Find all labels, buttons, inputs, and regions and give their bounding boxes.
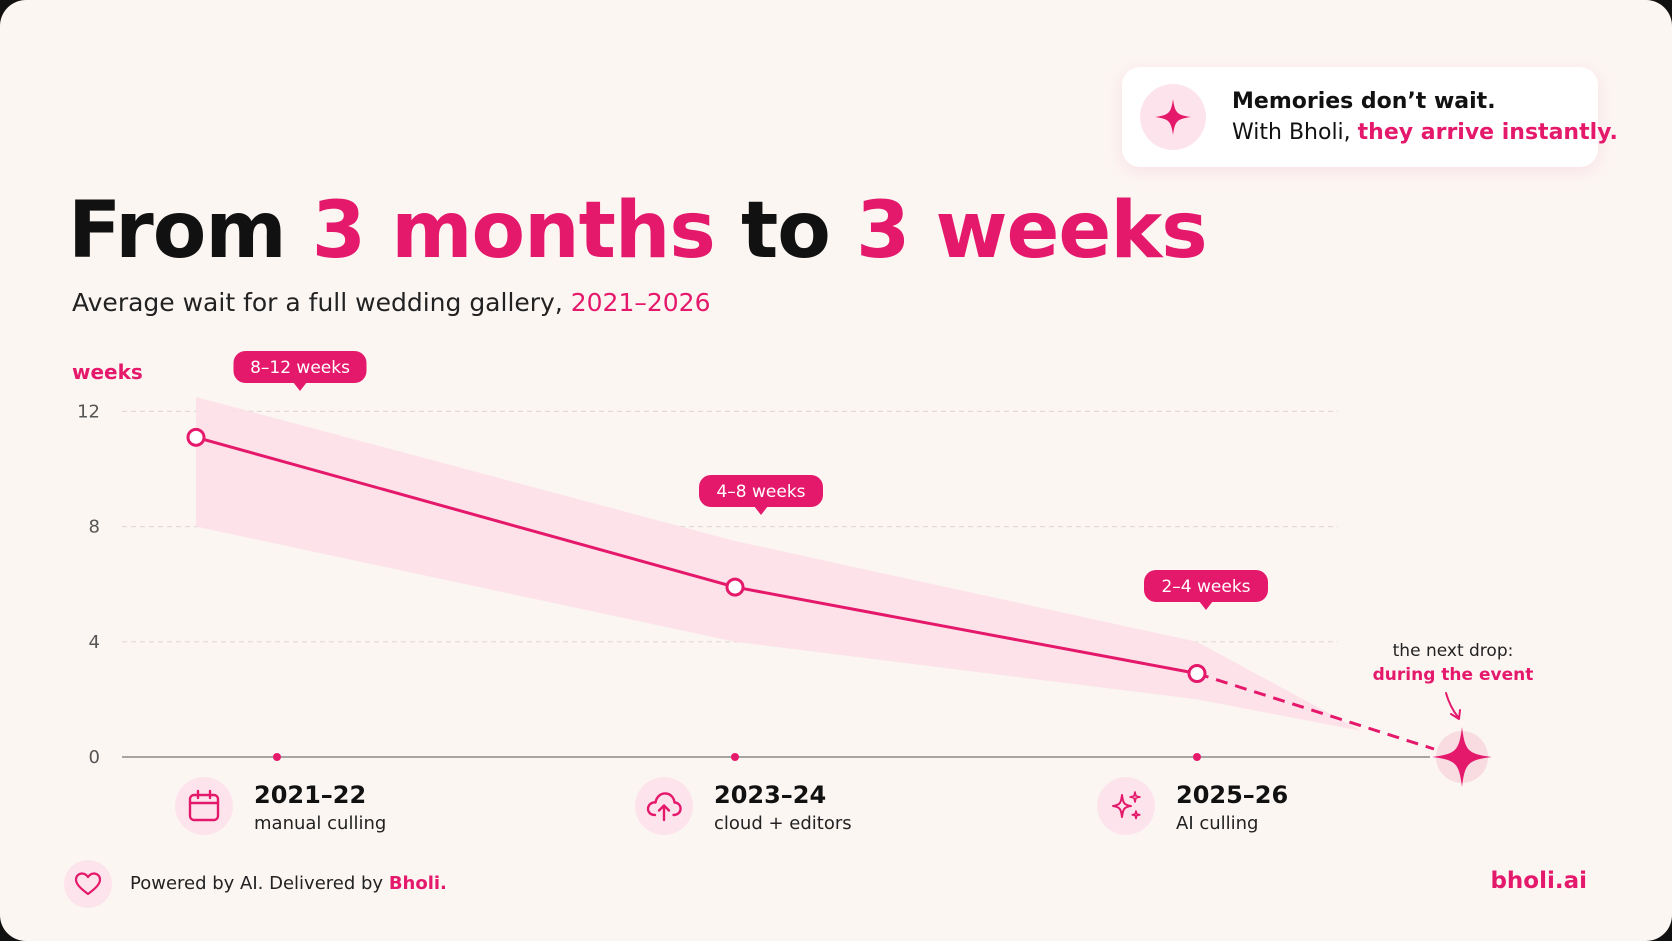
subtitle-text: Average wait for a full wedding gallery, xyxy=(72,288,571,317)
y-tick-label: 0 xyxy=(89,747,100,768)
projection-star xyxy=(1432,727,1492,787)
footer-tagline: Powered by AI. Delivered by Bholi. xyxy=(130,873,447,894)
category-year: 2021–22 xyxy=(254,781,367,809)
heart-badge xyxy=(64,860,112,908)
category-icon-badge xyxy=(635,777,693,835)
cloud-upload-icon xyxy=(646,792,682,822)
data-point xyxy=(1187,663,1207,683)
footer-highlight: Bholi. xyxy=(388,873,447,894)
title-part-1: From xyxy=(68,186,312,276)
title-highlight-1: 3 months xyxy=(311,186,716,276)
projection-arrow xyxy=(1445,692,1459,718)
range-pill-pointer xyxy=(1199,601,1213,610)
range-pill-pointer xyxy=(754,506,768,515)
range-pill xyxy=(699,475,823,507)
projection-label-line-2: during the event xyxy=(1373,665,1534,685)
callout-line-1: Memories don’t wait. xyxy=(1232,89,1496,114)
tagline-callout: Memories don’t wait. With Bholi, they ar… xyxy=(1122,67,1618,167)
x-axis-marker xyxy=(273,753,281,761)
category-icon-badge xyxy=(1097,777,1155,835)
data-point xyxy=(725,577,745,597)
category-detail: manual culling xyxy=(254,813,387,834)
sparkles-icon xyxy=(1112,791,1141,820)
y-tick-label: 12 xyxy=(77,401,100,422)
title-part-2: to xyxy=(714,186,857,276)
range-label: 4–8 weeks xyxy=(716,482,805,502)
projection-label-line-1: the next drop: xyxy=(1393,641,1514,661)
callout-highlight: they arrive instantly. xyxy=(1357,120,1618,145)
range-label: 2–4 weeks xyxy=(1161,577,1250,597)
callout-prefix: With Bholi, xyxy=(1232,120,1358,145)
footer-text: Powered by AI. Delivered by xyxy=(130,873,389,894)
subtitle-highlight: 2021–2026 xyxy=(570,288,711,317)
range-label: 8–12 weeks xyxy=(250,358,350,378)
x-axis-marker xyxy=(731,753,739,761)
range-pill xyxy=(1144,570,1268,602)
title-highlight-2: 3 weeks xyxy=(856,186,1208,276)
x-axis-marker xyxy=(1193,753,1201,761)
category-year: 2025–26 xyxy=(1176,781,1289,809)
projection-line xyxy=(1196,672,1435,751)
y-tick-label: 8 xyxy=(89,517,100,538)
range-pill xyxy=(233,351,367,383)
y-tick-label: 4 xyxy=(89,632,100,653)
page-title: From 3 months to 3 weeks xyxy=(68,192,1208,270)
data-point xyxy=(186,427,206,447)
heart-icon xyxy=(74,872,102,896)
projection-arrow-head xyxy=(1450,709,1461,720)
sparkle-icon xyxy=(1155,99,1191,135)
category-icon-badge xyxy=(175,777,233,835)
category-year: 2023–24 xyxy=(714,781,827,809)
range-pill-pointer xyxy=(293,382,307,391)
page-subtitle: Average wait for a full wedding gallery,… xyxy=(72,288,711,317)
callout-line-2: With Bholi, they arrive instantly. xyxy=(1232,120,1618,145)
range-band xyxy=(196,397,1362,732)
category-detail: AI culling xyxy=(1176,813,1259,834)
brand-link[interactable]: bholi.ai xyxy=(1490,868,1587,894)
category-detail: cloud + editors xyxy=(714,813,852,834)
calendar-icon xyxy=(188,789,220,822)
y-axis-label: weeks xyxy=(72,360,143,384)
sparkle-badge xyxy=(1140,84,1206,150)
